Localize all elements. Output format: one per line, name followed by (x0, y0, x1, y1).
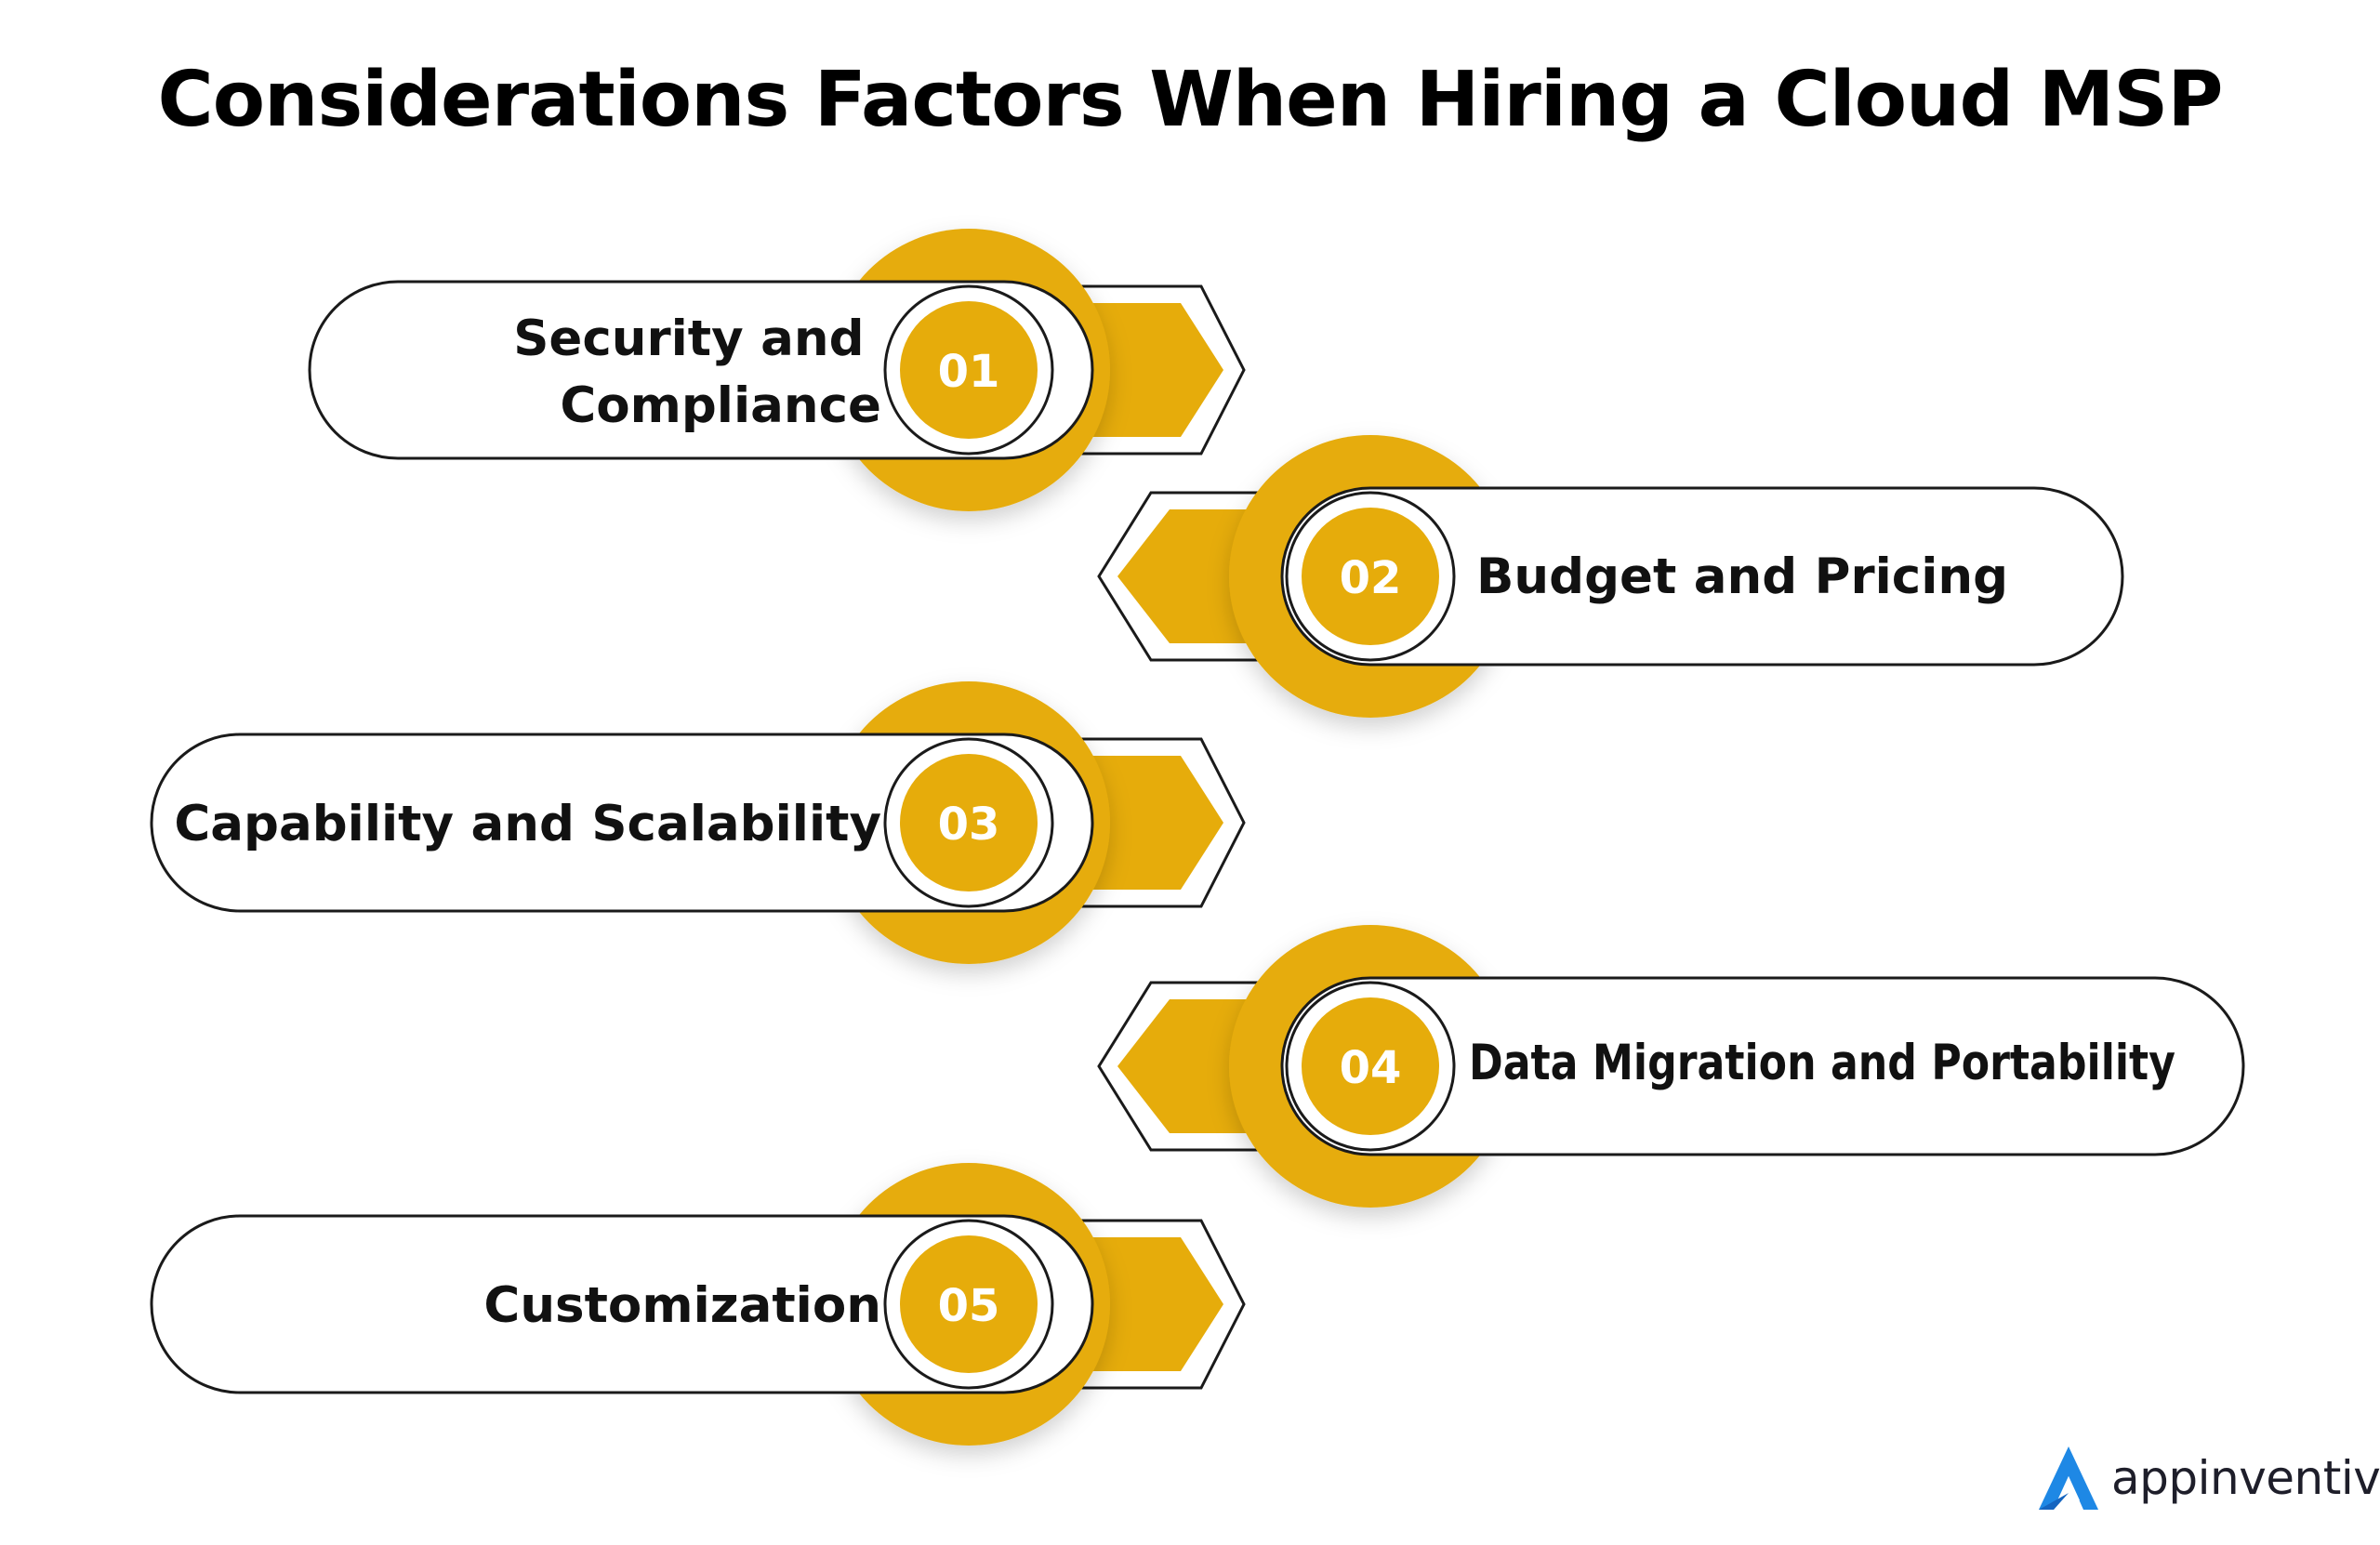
step-label: Customization (483, 1277, 881, 1334)
step-label-line: Data Migration and Portability (1469, 1035, 2175, 1091)
step-label-line: Budget and Pricing (1476, 548, 2008, 605)
inner-ring (883, 284, 1054, 456)
number-badge (1302, 508, 1439, 645)
step-02: 02 Budget and Pricing (1097, 435, 2124, 718)
step-label: Security and Compliance (513, 310, 881, 434)
step-05: 05 Customization (150, 1163, 1246, 1446)
number-badge (900, 301, 1038, 439)
inner-ring (883, 1219, 1054, 1390)
number-badge (900, 754, 1038, 891)
step-number: 01 (938, 346, 1000, 398)
step-number: 02 (1340, 552, 1402, 604)
inner-ring (883, 737, 1054, 908)
page-title: Considerations Factors When Hiring a Clo… (157, 56, 2224, 144)
step-number: 05 (938, 1280, 1000, 1332)
step-04: 04 Data Migration and Portability (1097, 925, 2245, 1208)
brand-logo: appinventiv (2031, 1441, 2380, 1515)
inner-ring (1285, 981, 1456, 1152)
step-label-line: Customization (483, 1277, 881, 1334)
step-label: Budget and Pricing (1476, 548, 2008, 605)
step-label-line: Security and (513, 310, 864, 367)
step-label-line: Compliance (560, 377, 881, 434)
inner-ring (1285, 491, 1456, 662)
brand-name: appinventiv (2111, 1451, 2380, 1505)
step-label: Data Migration and Portability (1469, 1035, 2175, 1091)
step-label-line: Capability and Scalability (174, 796, 881, 852)
step-number: 04 (1340, 1042, 1402, 1094)
step-label: Capability and Scalability (174, 796, 881, 852)
label-pill (150, 733, 1094, 913)
number-badge (900, 1235, 1038, 1373)
appinventiv-logo-icon (2039, 1446, 2098, 1510)
label-pill (1280, 976, 2245, 1156)
step-03: 03 Capability and Scalability (150, 681, 1246, 964)
number-badge (1302, 997, 1439, 1135)
label-pill (1280, 486, 2124, 667)
step-01: 01 Security and Compliance (308, 229, 1246, 511)
step-number: 03 (938, 799, 1000, 851)
label-pill (150, 1214, 1094, 1394)
